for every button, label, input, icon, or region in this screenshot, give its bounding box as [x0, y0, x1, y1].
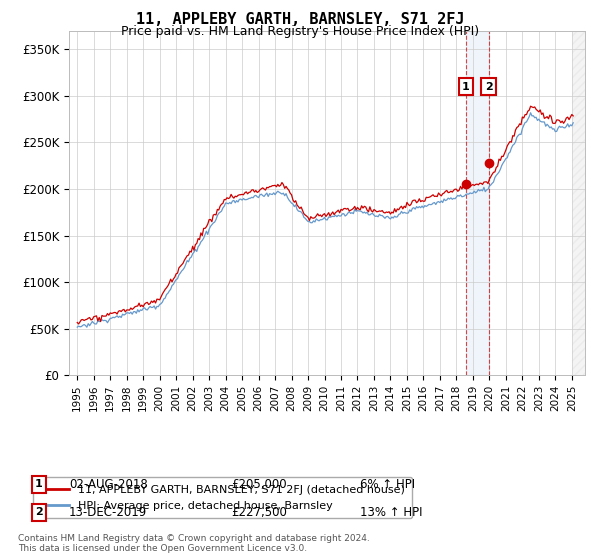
- Text: 6% ↑ HPI: 6% ↑ HPI: [360, 478, 415, 491]
- Bar: [466, 31, 488, 375]
- Text: Contains HM Land Registry data © Crown copyright and database right 2024.
This d: Contains HM Land Registry data © Crown c…: [18, 534, 370, 553]
- Text: Price paid vs. HM Land Registry's House Price Index (HPI): Price paid vs. HM Land Registry's House …: [121, 25, 479, 38]
- Text: 13% ↑ HPI: 13% ↑ HPI: [360, 506, 422, 519]
- Bar: [572, 31, 585, 375]
- Text: 02-AUG-2018: 02-AUG-2018: [69, 478, 148, 491]
- Text: 11, APPLEBY GARTH, BARNSLEY, S71 2FJ: 11, APPLEBY GARTH, BARNSLEY, S71 2FJ: [136, 12, 464, 27]
- Legend: 11, APPLEBY GARTH, BARNSLEY, S71 2FJ (detached house), HPI: Average price, detac: 11, APPLEBY GARTH, BARNSLEY, S71 2FJ (de…: [33, 477, 412, 519]
- Text: 13-DEC-2019: 13-DEC-2019: [69, 506, 147, 519]
- Text: 1: 1: [462, 82, 470, 92]
- Text: 2: 2: [485, 82, 493, 92]
- Text: £205,000: £205,000: [231, 478, 287, 491]
- Text: 2: 2: [35, 507, 43, 517]
- Text: 1: 1: [35, 479, 43, 489]
- Text: £227,500: £227,500: [231, 506, 287, 519]
